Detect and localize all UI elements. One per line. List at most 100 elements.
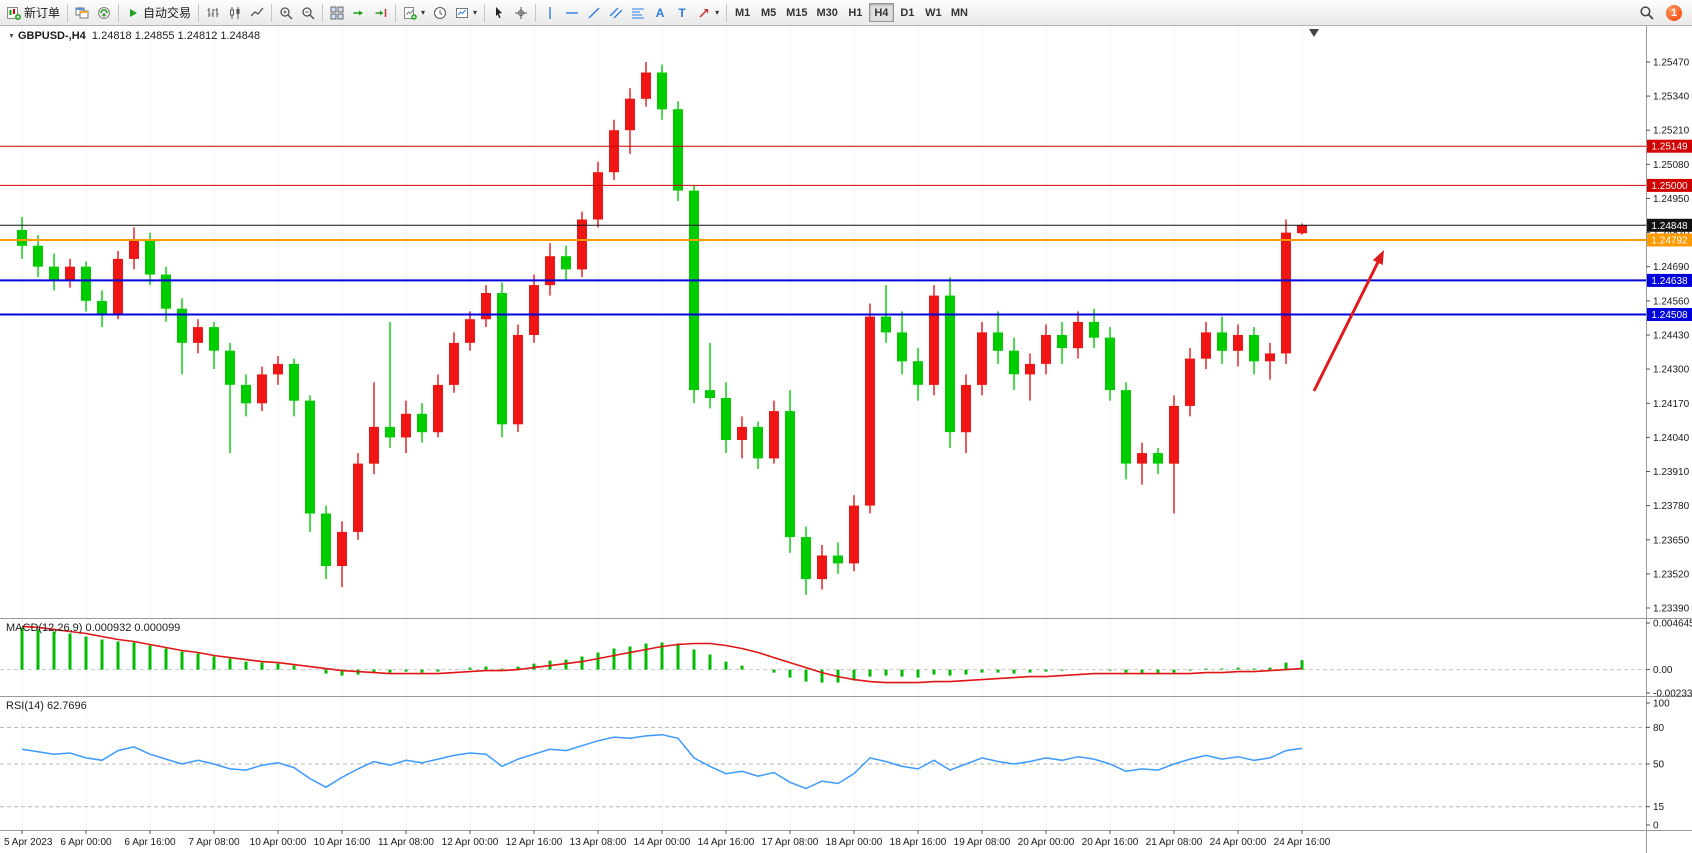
community-button[interactable]	[93, 2, 115, 24]
main-toolbar: 新订单 自动交易 ▾ ▾	[0, 0, 1692, 26]
price-tick-label: 1.23650	[1653, 535, 1690, 546]
template-button[interactable]: ▾	[451, 2, 481, 24]
timeframe-h4-button[interactable]: H4	[868, 3, 894, 22]
candle-body	[289, 363, 299, 401]
trendline-button[interactable]	[583, 2, 605, 24]
bar-chart-icon	[207, 7, 219, 17]
candle-body	[1121, 390, 1131, 464]
line-chart-button[interactable]	[246, 2, 268, 24]
timeframe-m15-button[interactable]: M15	[782, 3, 811, 22]
candle-body	[609, 130, 619, 173]
auto-trading-button[interactable]: 自动交易	[122, 2, 195, 24]
timeframe-m30-button[interactable]: M30	[812, 3, 841, 22]
search-button[interactable]	[1635, 2, 1658, 24]
timeframe-d1-button[interactable]: D1	[895, 3, 920, 22]
price-badge	[1647, 308, 1692, 321]
chart-canvas[interactable]: 1.25470 1.25340 1.25210 1.25080 1.24950 1.248…	[0, 26, 1692, 853]
fibonacci-button[interactable]	[627, 2, 649, 24]
line-chart-icon	[250, 7, 264, 16]
arrows-icon	[699, 8, 709, 18]
macd-tick-label: -0.00233	[1653, 689, 1692, 700]
horizontal-line-button[interactable]	[561, 2, 583, 24]
cursor-button[interactable]	[488, 2, 510, 24]
timeframe-w1-button[interactable]: W1	[921, 3, 946, 22]
new-order-button[interactable]: 新订单	[3, 2, 64, 24]
toolbar-separator	[535, 3, 537, 22]
arrows-tool-button[interactable]: ▾	[693, 2, 723, 24]
time-axis-label: 21 Apr 08:00	[1146, 837, 1203, 848]
chart-shift-icon	[375, 8, 387, 17]
candle-body	[529, 285, 539, 335]
price-badge	[1647, 273, 1692, 287]
channel-icon	[609, 7, 623, 18]
charts-profile-button[interactable]	[71, 2, 93, 24]
chart-shift-marker-icon[interactable]	[1309, 29, 1319, 37]
trend-arrow-line[interactable]	[1312, 261, 1380, 392]
crosshair-button[interactable]	[510, 2, 532, 24]
candle-body	[97, 300, 107, 314]
chart-shift-button[interactable]	[370, 2, 392, 24]
channel-button[interactable]	[605, 2, 627, 24]
candle-body	[1073, 321, 1083, 349]
candlestick-chart-button[interactable]	[224, 2, 246, 24]
candle-body	[1249, 335, 1259, 362]
new-order-label: 新订单	[24, 6, 61, 20]
text-tool-button[interactable]: A	[649, 2, 671, 24]
bar-chart-button[interactable]	[202, 2, 224, 24]
timeframe-m5-button[interactable]: M5	[756, 3, 781, 22]
toolbar-separator	[118, 3, 120, 22]
timeframe-h1-button[interactable]: H1	[843, 3, 868, 22]
toolbar-separator	[198, 3, 200, 22]
timeframe-mn-button[interactable]: MN	[947, 3, 972, 22]
candle-body	[433, 384, 443, 433]
time-axis-label: 14 Apr 16:00	[698, 837, 755, 848]
price-badge	[1647, 218, 1692, 232]
candle-body	[833, 555, 843, 564]
timeframe-m1-button[interactable]: M1	[730, 3, 755, 22]
candle-body	[257, 374, 267, 404]
candle-body	[753, 426, 763, 459]
toolbar-separator	[67, 3, 69, 22]
price-tick-label: 1.23780	[1653, 501, 1690, 512]
toolbar-separator	[271, 3, 273, 22]
candle-body	[353, 463, 363, 532]
dropdown-caret-icon: ▾	[473, 8, 478, 17]
candle-body	[689, 190, 699, 391]
timeframe-group: M1 M5 M15 M30 H1 H4 D1 W1 MN	[730, 3, 972, 22]
price-badge-label: 1.24638	[1651, 276, 1688, 287]
price-badge-label: 1.24792	[1651, 236, 1688, 247]
toolbar-right-group: 1	[1635, 2, 1689, 24]
toolbar-separator	[484, 3, 486, 22]
candle-body	[81, 266, 91, 301]
notification-badge[interactable]: 1	[1666, 4, 1682, 21]
price-tick-label: 1.24300	[1653, 365, 1690, 376]
candle-body	[1217, 332, 1227, 351]
candle-body	[305, 400, 315, 514]
candle-body	[177, 308, 187, 343]
time-axis-label: 10 Apr 00:00	[250, 837, 307, 848]
candle-body	[545, 256, 555, 286]
rsi-title: RSI(14)	[6, 700, 44, 712]
chart-menu-caret-icon[interactable]: ▼	[8, 33, 15, 40]
time-axis-label: 20 Apr 16:00	[1082, 837, 1139, 848]
rsi-tick-label: 0	[1653, 821, 1659, 832]
new-chart-button[interactable]: ▾	[399, 2, 429, 24]
zoom-in-button[interactable]	[275, 2, 297, 24]
zoom-out-button[interactable]	[297, 2, 319, 24]
price-tick-label: 1.24040	[1653, 433, 1690, 444]
vertical-line-button[interactable]	[539, 2, 561, 24]
tile-windows-button[interactable]	[326, 2, 348, 24]
candle-body	[481, 293, 491, 320]
auto-scroll-button[interactable]	[348, 2, 370, 24]
candles-layer	[17, 62, 1307, 595]
auto-trading-label: 自动交易	[143, 6, 192, 20]
macd-values: 0.000932 0.000099	[85, 622, 181, 634]
candle-body	[929, 295, 939, 385]
price-badge	[1647, 233, 1692, 247]
candle-body	[657, 72, 667, 110]
price-tick-label: 1.23910	[1653, 467, 1690, 478]
candle-body	[993, 332, 1003, 351]
period-clock-button[interactable]	[429, 2, 451, 24]
label-tool-button[interactable]: T	[671, 2, 693, 24]
price-badge-label: 1.24848	[1651, 221, 1688, 232]
